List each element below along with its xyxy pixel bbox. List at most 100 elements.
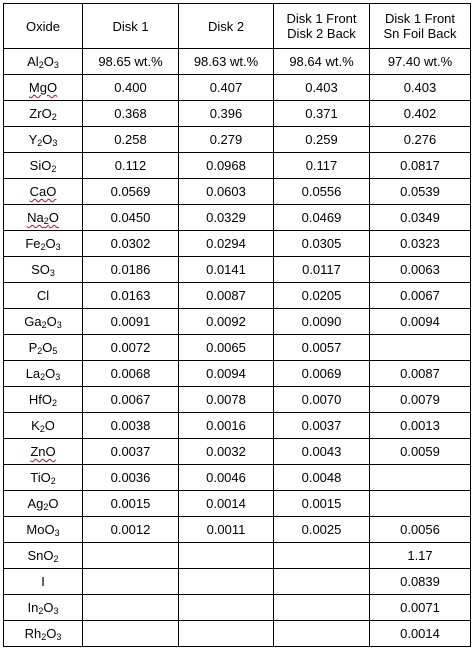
- value-cell: 0.0067: [82, 386, 179, 413]
- table-body: Al2O3 98.65 wt.% 98.63 wt.% 98.64 wt.% 97.40…: [3, 48, 471, 647]
- value-cell: 97.40 wt.%: [369, 48, 471, 75]
- value-cell: 0.0048: [273, 464, 370, 491]
- value-cell: 0.0349: [369, 204, 471, 231]
- column-header-line: Disk 2: [207, 18, 245, 34]
- oxide-formula: Y2O3: [28, 132, 58, 148]
- value-cell: 0.0556: [273, 178, 370, 205]
- table-row: P2O5 0.0072 0.0065 0.0057: [3, 334, 471, 361]
- oxide-formula: MoO3: [26, 522, 60, 538]
- oxide-formula: CaO: [29, 184, 57, 199]
- value-cell: 98.63 wt.%: [178, 48, 274, 75]
- oxide-cell: ZnO: [3, 438, 83, 465]
- oxide-cell: Cl: [3, 282, 83, 309]
- value-cell: 0.0072: [82, 334, 179, 361]
- value-cell: 0.403: [369, 74, 471, 101]
- oxide-formula: HfO2: [28, 392, 58, 408]
- oxide-formula: SiO2: [29, 158, 57, 174]
- value-cell: [369, 490, 471, 517]
- value-cell: 0.0329: [178, 204, 274, 231]
- oxide-cell: Al2O3: [3, 48, 83, 75]
- value-cell: 0.0092: [178, 308, 274, 335]
- value-cell: [178, 568, 274, 595]
- table-row: HfO2 0.0067 0.0078 0.0070 0.0079: [3, 386, 471, 413]
- value-cell: 0.0817: [369, 152, 471, 179]
- value-cell: 0.0079: [369, 386, 471, 413]
- value-cell: 0.0469: [273, 204, 370, 231]
- column-header-line: Disk 1: [112, 18, 149, 34]
- value-cell: 98.65 wt.%: [82, 48, 179, 75]
- value-cell: 0.0056: [369, 516, 471, 543]
- table-row: I 0.0839: [3, 568, 471, 595]
- oxide-formula: Na2O: [27, 210, 59, 226]
- value-cell: 0.0968: [178, 152, 274, 179]
- table-header: Oxide Disk 1 Disk 2 Disk 1 Front Disk 2 Back…: [3, 3, 471, 49]
- table-row: Y2O3 0.258 0.279 0.259 0.276: [3, 126, 471, 153]
- value-cell: 0.0059: [369, 438, 471, 465]
- value-cell: 0.0087: [369, 360, 471, 387]
- value-cell: [178, 620, 274, 647]
- value-cell: 0.0012: [82, 516, 179, 543]
- column-header: Oxide: [3, 3, 83, 49]
- value-cell: 0.0038: [82, 412, 179, 439]
- value-cell: 0.0015: [82, 490, 179, 517]
- value-cell: 0.402: [369, 100, 471, 127]
- oxide-composition-table: Oxide Disk 1 Disk 2 Disk 1 Front Disk 2 Back…: [3, 3, 471, 647]
- oxide-cell: P2O5: [3, 334, 83, 361]
- value-cell: 0.403: [273, 74, 370, 101]
- oxide-cell: SO3: [3, 256, 83, 283]
- oxide-cell: Y2O3: [3, 126, 83, 153]
- table-row: Na2O 0.0450 0.0329 0.0469 0.0349: [3, 204, 471, 231]
- value-cell: 0.0068: [82, 360, 179, 387]
- column-header-line: Sn Foil Back: [383, 26, 457, 41]
- oxide-cell: Na2O: [3, 204, 83, 231]
- oxide-formula: P2O5: [28, 340, 58, 356]
- value-cell: [273, 594, 370, 621]
- table-row: ZnO 0.0037 0.0032 0.0043 0.0059: [3, 438, 471, 465]
- table-row: ZrO2 0.368 0.396 0.371 0.402: [3, 100, 471, 127]
- column-header: Disk 2: [178, 3, 274, 49]
- oxide-formula: Ga2O3: [24, 314, 62, 330]
- oxide-formula: I: [41, 574, 45, 589]
- value-cell: 0.0016: [178, 412, 274, 439]
- value-cell: 0.0323: [369, 230, 471, 257]
- value-cell: 0.279: [178, 126, 274, 153]
- column-header-line: Disk 2 Back: [287, 26, 356, 41]
- oxide-formula: K2O: [31, 418, 55, 434]
- table-row: K2O 0.0038 0.0016 0.0037 0.0013: [3, 412, 471, 439]
- value-cell: 0.0046: [178, 464, 274, 491]
- value-cell: 0.0013: [369, 412, 471, 439]
- value-cell: 0.0067: [369, 282, 471, 309]
- table-row: MoO3 0.0012 0.0011 0.0025 0.0056: [3, 516, 471, 543]
- table-row: In2O3 0.0071: [3, 594, 471, 621]
- value-cell: 0.0014: [369, 620, 471, 647]
- value-cell: 0.0071: [369, 594, 471, 621]
- oxide-formula: Cl: [36, 288, 50, 303]
- header-row: Oxide Disk 1 Disk 2 Disk 1 Front Disk 2 Back…: [3, 3, 471, 49]
- oxide-formula: Fe2O3: [25, 236, 61, 252]
- oxide-formula: In2O3: [27, 600, 59, 616]
- value-cell: 0.0539: [369, 178, 471, 205]
- value-cell: 0.0015: [273, 490, 370, 517]
- table-row: Al2O3 98.65 wt.% 98.63 wt.% 98.64 wt.% 97.40…: [3, 48, 471, 75]
- oxide-formula: Ag2O: [27, 496, 59, 512]
- value-cell: [82, 542, 179, 569]
- value-cell: [82, 594, 179, 621]
- value-cell: [273, 542, 370, 569]
- oxide-cell: Ga2O3: [3, 308, 83, 335]
- oxide-cell: CaO: [3, 178, 83, 205]
- value-cell: 0.400: [82, 74, 179, 101]
- value-cell: 0.0014: [178, 490, 274, 517]
- value-cell: 0.371: [273, 100, 370, 127]
- value-cell: 0.276: [369, 126, 471, 153]
- value-cell: 0.0087: [178, 282, 274, 309]
- oxide-cell: K2O: [3, 412, 83, 439]
- value-cell: 98.64 wt.%: [273, 48, 370, 75]
- oxide-cell: La2O3: [3, 360, 83, 387]
- value-cell: 0.0037: [82, 438, 179, 465]
- value-cell: 0.0037: [273, 412, 370, 439]
- table-row: CaO 0.0569 0.0603 0.0556 0.0539: [3, 178, 471, 205]
- value-cell: 0.0205: [273, 282, 370, 309]
- oxide-formula: SnO2: [27, 548, 59, 564]
- oxide-cell: Fe2O3: [3, 230, 83, 257]
